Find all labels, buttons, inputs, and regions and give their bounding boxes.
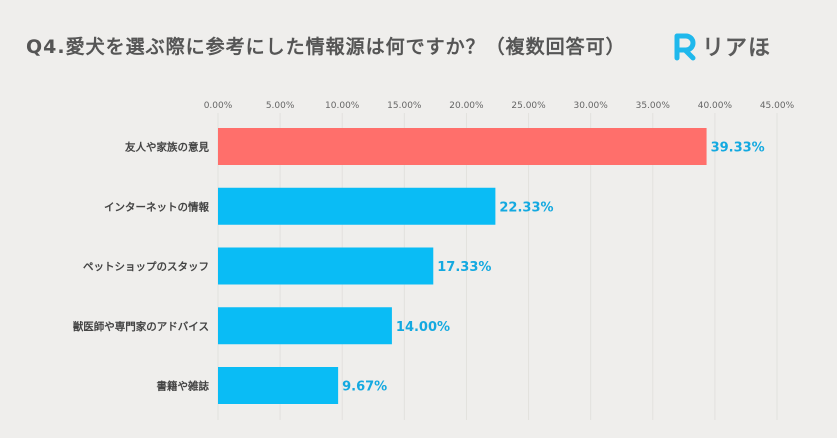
value-label: 22.33% [499, 200, 553, 215]
x-tick-label: 30.00% [574, 101, 609, 111]
value-label: 9.67% [342, 380, 387, 395]
category-label: インターネットの情報 [104, 200, 209, 213]
x-tick-label: 5.00% [266, 101, 295, 111]
r-logo-icon [674, 33, 696, 61]
x-tick-label: 35.00% [636, 101, 671, 111]
chart-title: Q4.愛犬を選ぶ際に参考にした情報源は何ですか？（複数回答可） [26, 36, 626, 58]
x-tick-label: 45.00% [760, 101, 795, 111]
value-label: 17.33% [437, 260, 491, 275]
category-label: 書籍や雑誌 [157, 380, 210, 393]
bar [218, 247, 434, 285]
value-label: 14.00% [396, 320, 450, 335]
x-tick-label: 10.00% [325, 101, 360, 111]
category-label: ペットショップのスタッフ [83, 260, 209, 273]
x-tick-label: 0.00% [204, 101, 233, 111]
value-label: 39.33% [711, 141, 765, 156]
brand-name: リアほ [702, 36, 772, 61]
bar [218, 187, 496, 225]
x-tick-label: 15.00% [387, 101, 422, 111]
x-tick-label: 40.00% [698, 101, 733, 111]
category-label: 友人や家族の意見 [124, 141, 209, 154]
category-label: 獣医師や専門家のアドバイス [73, 320, 209, 333]
x-tick-label: 20.00% [449, 101, 484, 111]
bar [218, 307, 392, 345]
x-tick-label: 25.00% [511, 101, 546, 111]
bar [218, 128, 707, 165]
bar [218, 367, 339, 404]
brand-logo: リアほ [672, 30, 771, 62]
